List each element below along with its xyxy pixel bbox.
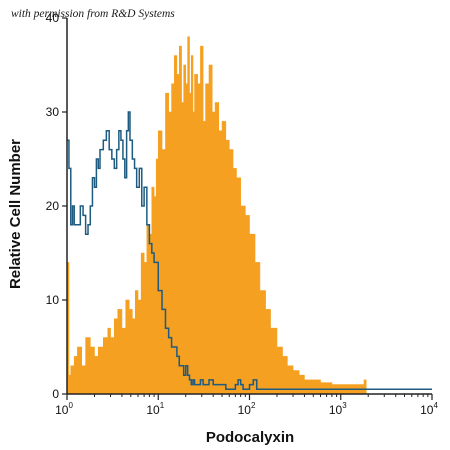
stained-histogram-area [66, 36, 367, 395]
permission-watermark: with permission from R&D Systems [11, 8, 175, 20]
plot-area [66, 36, 432, 395]
y-axis-title: Relative Cell Number [7, 139, 24, 289]
x-tick-label: 102 [238, 401, 256, 417]
y-tick-label: 0 [52, 387, 59, 401]
x-tick-label: 104 [420, 401, 438, 417]
x-tick-label: 101 [146, 401, 164, 417]
control-histogram-line [67, 111, 432, 391]
x-axis-title: Podocalyxin [206, 429, 294, 446]
y-tick-label: 40 [46, 11, 60, 25]
axes: 0 10 20 30 40 100 101 102 103 104 [46, 11, 439, 417]
x-tick-label: 103 [329, 401, 347, 417]
y-tick-label: 20 [46, 199, 60, 213]
y-tick-label: 10 [46, 293, 60, 307]
y-tick-label: 30 [46, 105, 60, 119]
x-tick-label: 100 [55, 401, 73, 417]
